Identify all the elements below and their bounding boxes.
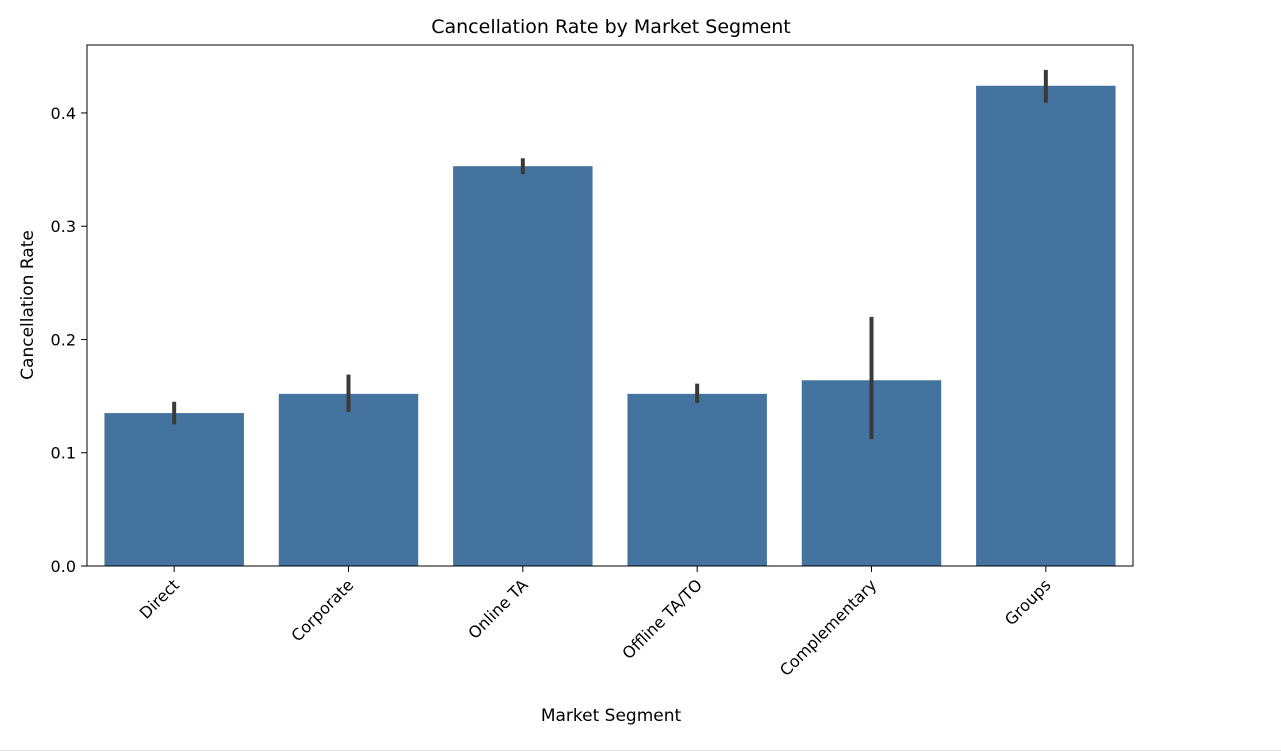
bar bbox=[278, 393, 419, 566]
y-tick-label: 0.3 bbox=[51, 217, 76, 236]
error-bars-group bbox=[172, 69, 1048, 440]
chart-title: Cancellation Rate by Market Segment bbox=[431, 16, 791, 38]
bars-group bbox=[104, 85, 1116, 566]
x-tick-label: Offline TA/TO bbox=[618, 575, 706, 663]
y-axis-label: Cancellation Rate bbox=[18, 230, 38, 380]
y-tick-label: 0.2 bbox=[51, 330, 76, 349]
x-tick-label: Complementary bbox=[776, 575, 880, 679]
bottom-divider bbox=[0, 750, 1281, 751]
x-axis-label: Market Segment bbox=[541, 706, 682, 726]
x-axis-ticks: Direct Corporate Online TA Offline TA/TO Com… bbox=[136, 566, 1055, 680]
y-axis-ticks: 0.0 0.1 0.2 0.3 0.4 bbox=[51, 104, 87, 576]
y-tick-label: 0.4 bbox=[51, 104, 76, 123]
plot-frame bbox=[86, 44, 1134, 567]
x-tick-label: Groups bbox=[1001, 575, 1055, 629]
bar bbox=[627, 393, 767, 566]
bar bbox=[104, 413, 244, 566]
x-tick-label: Direct bbox=[136, 575, 183, 622]
bar bbox=[976, 85, 1116, 566]
x-tick-label: Online TA bbox=[464, 575, 531, 642]
x-tick-label: Corporate bbox=[287, 575, 357, 645]
bar bbox=[453, 166, 593, 566]
y-tick-label: 0.0 bbox=[51, 557, 76, 576]
y-tick-label: 0.1 bbox=[51, 444, 76, 463]
